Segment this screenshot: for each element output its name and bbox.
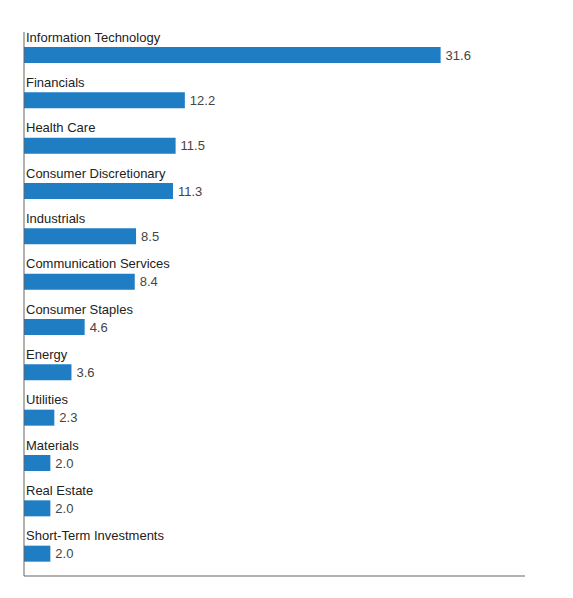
svg-text:8.4: 8.4 xyxy=(140,274,158,289)
svg-text:4.6: 4.6 xyxy=(90,320,108,335)
svg-text:Information Technology: Information Technology xyxy=(26,30,161,45)
svg-text:12.2: 12.2 xyxy=(190,93,215,108)
svg-text:2.3: 2.3 xyxy=(59,410,77,425)
svg-text:3.6: 3.6 xyxy=(76,365,94,380)
svg-text:Materials: Materials xyxy=(26,438,79,453)
svg-text:Financials: Financials xyxy=(26,75,85,90)
svg-text:Health Care: Health Care xyxy=(26,120,95,135)
svg-text:31.6: 31.6 xyxy=(446,48,471,63)
svg-text:Communication Services: Communication Services xyxy=(26,256,170,271)
svg-text:2.0: 2.0 xyxy=(55,456,73,471)
svg-text:Industrials: Industrials xyxy=(26,211,86,226)
svg-text:Utilities: Utilities xyxy=(26,392,68,407)
svg-text:11.3: 11.3 xyxy=(178,184,202,199)
svg-text:2.0: 2.0 xyxy=(55,501,73,516)
svg-text:Consumer Staples: Consumer Staples xyxy=(26,302,133,317)
svg-text:Short-Term Investments: Short-Term Investments xyxy=(26,528,164,543)
svg-text:2.0: 2.0 xyxy=(55,546,73,561)
svg-text:Consumer Discretionary: Consumer Discretionary xyxy=(26,166,166,181)
svg-text:Energy: Energy xyxy=(26,347,68,362)
svg-text:11.5: 11.5 xyxy=(181,138,205,153)
svg-text:8.5: 8.5 xyxy=(141,229,159,244)
svg-text:Real Estate: Real Estate xyxy=(26,483,93,498)
